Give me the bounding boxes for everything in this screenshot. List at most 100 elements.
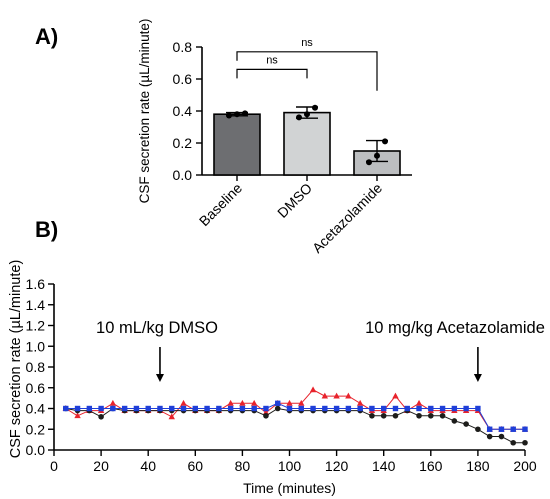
data-point (451, 418, 458, 424)
data-point (298, 405, 304, 412)
data-point (369, 412, 375, 419)
x-tick-label: 80 (235, 458, 251, 474)
x-tick-label: 40 (140, 458, 156, 474)
data-point (242, 110, 248, 117)
x-tick-label: Acetazolamide (309, 180, 385, 256)
data-point (250, 399, 258, 406)
x-tick-label: 160 (419, 458, 443, 474)
data-point (357, 405, 363, 412)
y-axis-label: CSF secretion rate (µL/minute) (137, 19, 152, 204)
data-point (439, 405, 446, 412)
significance-bracket (236, 68, 308, 79)
x-tick-label: 140 (372, 458, 396, 474)
y-tick-label: 0.4 (173, 103, 193, 119)
x-tick-label: 20 (93, 458, 109, 474)
data-point (416, 412, 422, 419)
data-point (239, 405, 246, 412)
data-point (180, 399, 187, 406)
data-point (204, 405, 210, 412)
data-point (333, 405, 340, 412)
data-point (251, 405, 257, 412)
data-point (227, 399, 234, 406)
data-point (439, 412, 446, 419)
data-point (310, 405, 316, 412)
data-point (74, 412, 81, 419)
data-point (522, 426, 528, 432)
data-point (275, 400, 281, 407)
data-point (298, 399, 305, 406)
data-point (345, 392, 352, 399)
data-point (216, 405, 222, 412)
y-tick-label: 0.6 (173, 71, 193, 87)
x-tick-label: DMSO (274, 180, 315, 221)
data-point (392, 405, 399, 412)
data-point (192, 405, 198, 412)
data-point (498, 433, 505, 440)
data-point (498, 426, 505, 432)
data-point (274, 405, 281, 412)
significance-bracket (236, 51, 378, 91)
y-tick-label: 0.2 (26, 421, 46, 437)
data-point (234, 111, 240, 118)
data-point (286, 405, 293, 412)
data-point (333, 392, 340, 399)
significance-label: ns (301, 37, 313, 49)
y-tick-label: 0.6 (26, 380, 46, 396)
data-point (312, 104, 318, 111)
y-tick-label: 1.6 (26, 276, 46, 292)
data-point (416, 405, 422, 412)
data-point (522, 439, 528, 446)
annotation-label: 10 mL/kg DMSO (96, 319, 218, 337)
y-tick-label: 1.0 (26, 338, 46, 354)
data-point (304, 111, 310, 118)
data-point (366, 159, 372, 166)
data-point (286, 399, 293, 406)
data-point (369, 405, 375, 412)
data-point (296, 114, 302, 121)
data-point (392, 412, 399, 419)
data-point (309, 386, 317, 393)
data-point (510, 426, 516, 432)
data-point (428, 405, 434, 412)
data-point (145, 405, 151, 412)
bar (283, 111, 331, 176)
data-point (451, 405, 458, 412)
data-point (404, 405, 410, 412)
y-tick-label: 0.0 (173, 167, 193, 183)
y-tick-label: 0.4 (26, 401, 46, 417)
annotation-arrowhead (155, 374, 164, 382)
data-point (121, 405, 128, 412)
data-point (392, 392, 399, 399)
x-tick-label: 120 (325, 458, 349, 474)
data-point (321, 392, 329, 399)
data-point (428, 412, 434, 419)
bar (213, 113, 261, 176)
data-point (415, 399, 423, 406)
data-point (475, 405, 481, 412)
x-axis-label: Time (minutes) (243, 480, 336, 496)
data-point (63, 405, 69, 412)
panel-b: B) 0.0 0.2 0.4 0.6 0.8 1.0 1.2 1.4 1.6 0 20 40 60 80 10… (8, 217, 545, 496)
data-point (227, 405, 234, 412)
data-point (157, 405, 163, 412)
series-line (65, 407, 525, 444)
data-point (382, 138, 388, 145)
data-point (486, 433, 493, 440)
data-point (345, 405, 352, 412)
data-point (133, 405, 140, 412)
data-point (263, 405, 269, 412)
data-point (98, 414, 104, 420)
data-point (239, 399, 246, 406)
data-point (475, 426, 481, 433)
data-point (356, 399, 364, 406)
data-point (74, 405, 81, 412)
x-tick-label: 60 (188, 458, 204, 474)
data-point (226, 112, 232, 119)
data-point (381, 405, 387, 412)
panel-a: A) 0.0 0.2 0.4 0.6 0.8 CSF secretion rate (µL/… (35, 19, 412, 256)
y-tick-label: 1.2 (26, 318, 46, 334)
y-tick-label: 0.8 (26, 359, 46, 375)
annotation-arrowhead (473, 374, 482, 382)
data-point (169, 405, 175, 412)
